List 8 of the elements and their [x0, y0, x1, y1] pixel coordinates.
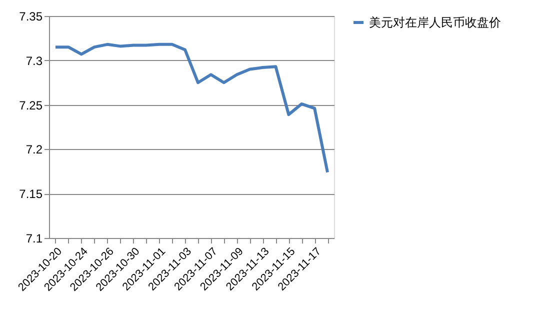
y-tick-label: 7.3 — [26, 54, 43, 68]
legend-label: 美元对在岸人民币收盘价 — [369, 16, 501, 30]
y-tick-label: 7.15 — [19, 187, 43, 202]
y-tick-label: 7.2 — [26, 142, 43, 157]
y-tick-label: 7.35 — [19, 10, 43, 24]
line-series — [54, 42, 330, 174]
y-tick-label: 7.1 — [26, 232, 43, 246]
y-tick-label: 7.25 — [19, 98, 43, 112]
